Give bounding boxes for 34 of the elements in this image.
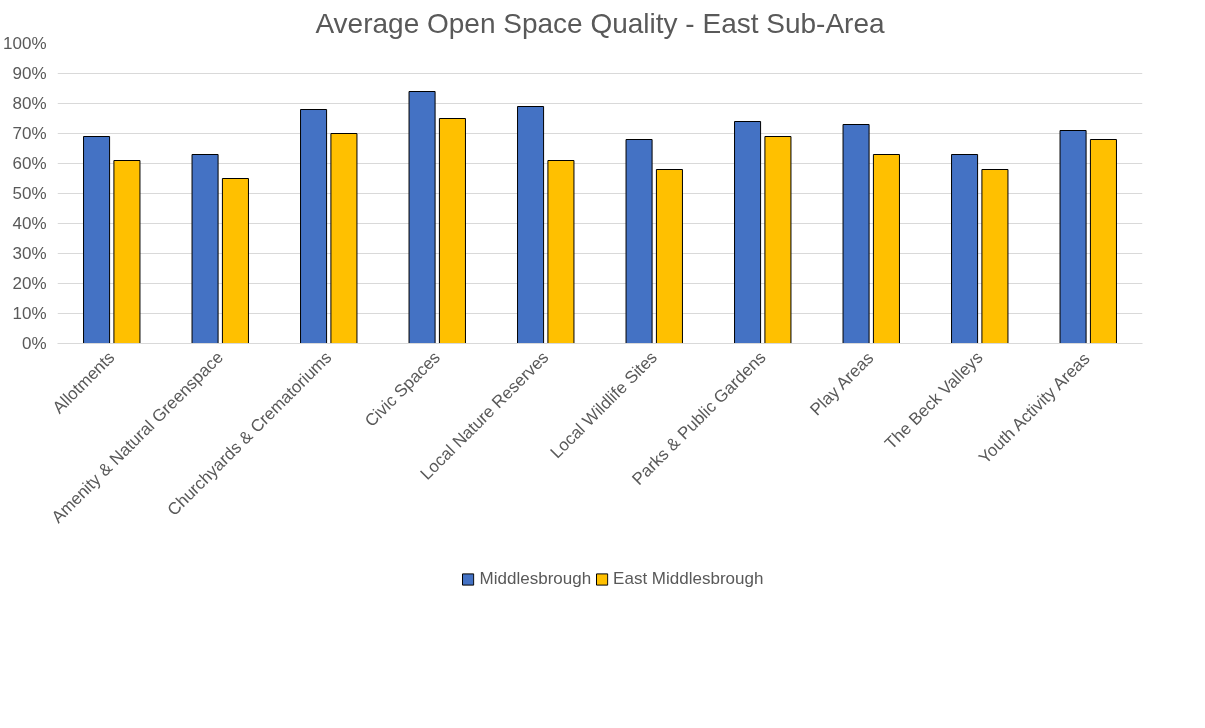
bar <box>981 169 1009 344</box>
y-tick-label: 90% <box>12 64 47 83</box>
bar <box>547 160 575 344</box>
legend-label: East Middlesbrough <box>613 569 764 589</box>
y-tick-label: 0% <box>21 334 47 353</box>
bar <box>83 136 111 344</box>
bar <box>951 154 979 344</box>
y-tick-label: 100% <box>3 34 47 53</box>
y-tick-label: 60% <box>12 154 47 173</box>
bar <box>1059 130 1087 344</box>
bar <box>300 109 328 344</box>
bar <box>191 154 219 344</box>
bar <box>764 136 792 344</box>
bar <box>517 106 545 344</box>
y-tick-label: 10% <box>12 304 47 323</box>
bar <box>113 160 141 344</box>
y-tick-label: 70% <box>12 124 47 143</box>
y-tick-label: 40% <box>12 214 47 233</box>
bar <box>408 91 436 344</box>
bar <box>872 154 900 344</box>
bar <box>1089 139 1117 344</box>
bar <box>625 139 653 344</box>
chart-title: Average Open Space Quality - East Sub-Area <box>315 7 885 39</box>
y-tick-label: 50% <box>12 184 47 203</box>
y-tick-label: 80% <box>12 94 47 113</box>
bar <box>842 124 870 344</box>
bar <box>221 178 249 344</box>
y-tick-label: 20% <box>12 274 47 293</box>
y-tick-label: 30% <box>12 244 47 263</box>
legend-label: Middlesbrough <box>479 569 592 589</box>
bar <box>655 169 683 344</box>
bar <box>734 121 762 344</box>
bar <box>438 118 466 344</box>
bar <box>330 133 358 344</box>
